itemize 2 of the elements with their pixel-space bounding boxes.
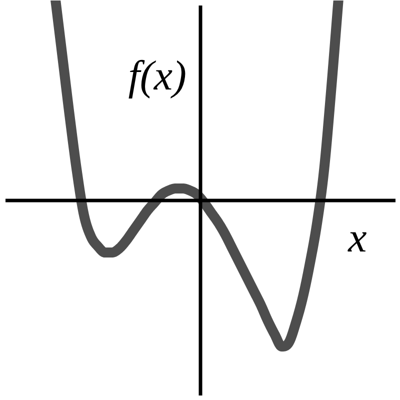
x-axis-title: x	[347, 216, 368, 262]
y-axis-title: f(x)	[128, 54, 187, 100]
